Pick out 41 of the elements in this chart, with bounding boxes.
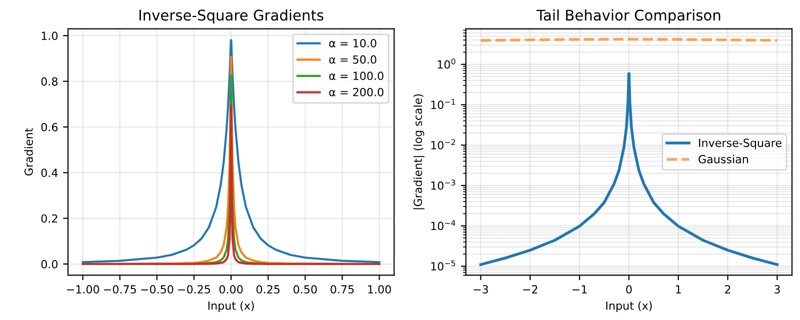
- x-tick-label: −3: [474, 285, 488, 294]
- x-tick-label: 0: [626, 285, 632, 294]
- x-tick-label: −0.25: [178, 285, 210, 294]
- y-tick-label: 1.0: [42, 32, 58, 40]
- y-tick-label: 10$^{−4}$: [431, 220, 456, 230]
- x-tick-label: 0.75: [330, 285, 354, 294]
- y-tick-label: 10$^{0}$: [438, 58, 456, 69]
- x-tick-label: 0.25: [256, 285, 280, 294]
- y-tick-label: 0.4: [41, 168, 58, 178]
- line-series: [82, 104, 380, 266]
- y-axis-title: |Gradient| (log scale): [413, 94, 424, 210]
- y-axis-title: Gradient: [24, 128, 33, 176]
- y-tick-label: 0.6: [41, 122, 58, 132]
- x-tick-label: 0.50: [294, 285, 317, 294]
- x-axis-title: Input (x): [208, 301, 254, 312]
- legend-label: Inverse-Square: [699, 138, 782, 150]
- x-tick-label: −0.75: [104, 285, 136, 294]
- y-tick-label: 10$^{−2}$: [431, 139, 455, 150]
- legend-label: α = 200.0: [329, 88, 384, 96]
- x-tick-label: −0.50: [141, 285, 174, 294]
- x-tick-label: 0.00: [219, 285, 243, 294]
- y-tick-label: 0.2: [41, 214, 58, 223]
- x-tick-label: −2: [523, 285, 538, 294]
- x-tick-label: 1: [676, 285, 681, 294]
- legend-label: Gaussian: [698, 154, 748, 164]
- y-tick-label: 10$^{−3}$: [431, 180, 456, 190]
- x-tick-label: −1: [572, 285, 587, 294]
- legend-label: α = 100.0: [329, 72, 384, 80]
- x-tick-label: −1.00: [66, 285, 100, 294]
- chart-title: Inverse-Square Gradients: [139, 9, 324, 24]
- legend-label: α = 10.0: [329, 38, 376, 48]
- y-tick-label: 0.8: [41, 77, 58, 86]
- legend-label: α = 50.0: [329, 55, 376, 64]
- x-tick-label: 2: [725, 285, 730, 294]
- y-tick-label: 10$^{−1}$: [431, 98, 456, 110]
- chart-title: Tail Behavior Comparison: [536, 9, 720, 24]
- y-tick-label: 0.0: [41, 260, 58, 268]
- x-axis-title: Input (x): [606, 301, 652, 312]
- x-tick-label: 3: [774, 285, 780, 294]
- x-tick-label: 1.00: [368, 285, 391, 294]
- y-tick-label: 10$^{−5}$: [431, 260, 456, 271]
